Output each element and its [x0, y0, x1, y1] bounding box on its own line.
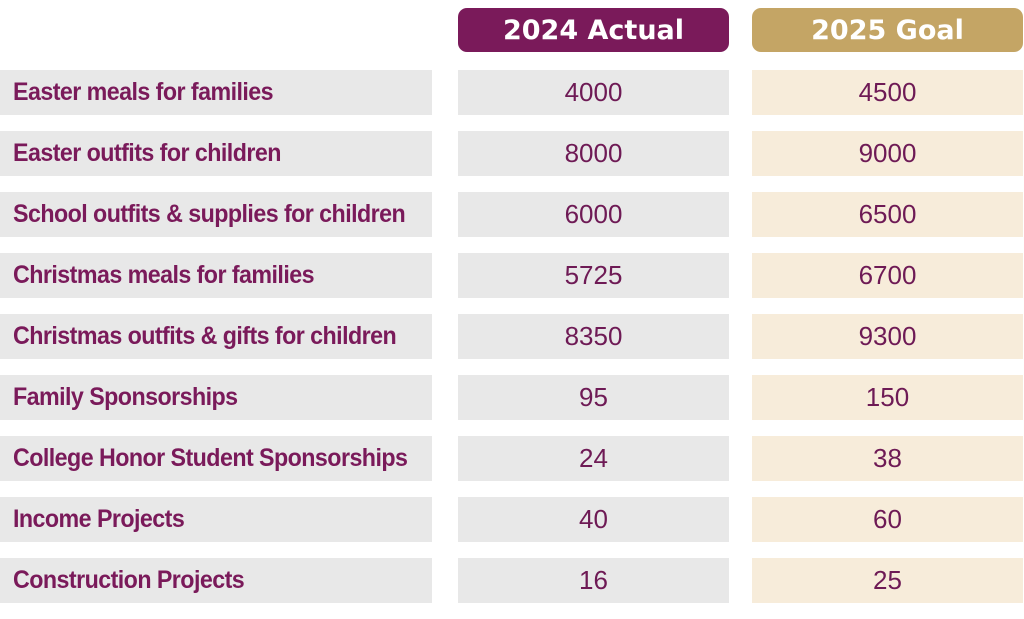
row-label: Family Sponsorships: [0, 375, 432, 420]
goal-value-cell: 25: [752, 558, 1023, 603]
row-label: School outfits & supplies for children: [0, 192, 432, 237]
table-row: Easter outfits for children 8000 9000: [0, 131, 1024, 176]
row-label-text: Family Sponsorships: [13, 383, 238, 411]
row-label-text: School outfits & supplies for children: [13, 200, 406, 228]
row-label: Income Projects: [0, 497, 432, 542]
column-header-2024-actual: 2024 Actual: [458, 8, 729, 52]
goal-value-cell: 6700: [752, 253, 1023, 298]
table-row: Construction Projects 16 25: [0, 558, 1024, 603]
row-label-text: Construction Projects: [13, 566, 245, 594]
goal-value-cell: 150: [752, 375, 1023, 420]
table-row: Income Projects 40 60: [0, 497, 1024, 542]
table-row: Christmas meals for families 5725 6700: [0, 253, 1024, 298]
actual-value-cell: 5725: [458, 253, 729, 298]
row-label: Christmas outfits & gifts for children: [0, 314, 432, 359]
goal-value-cell: 38: [752, 436, 1023, 481]
actual-value-cell: 6000: [458, 192, 729, 237]
actual-value-cell: 16: [458, 558, 729, 603]
actual-value-cell: 4000: [458, 70, 729, 115]
table-row: School outfits & supplies for children 60…: [0, 192, 1024, 237]
row-label-text: Easter meals for families: [13, 78, 274, 106]
table-row: Family Sponsorships 95 150: [0, 375, 1024, 420]
actual-value-cell: 40: [458, 497, 729, 542]
row-label: Easter meals for families: [0, 70, 432, 115]
row-label-text: Easter outfits for children: [13, 139, 281, 167]
goal-value-cell: 9000: [752, 131, 1023, 176]
row-label-text: College Honor Student Sponsorships: [13, 444, 408, 472]
row-label: Christmas meals for families: [0, 253, 432, 298]
row-label-text: Income Projects: [13, 505, 185, 533]
goal-value-cell: 60: [752, 497, 1023, 542]
goal-value-cell: 6500: [752, 192, 1023, 237]
actual-value-cell: 8000: [458, 131, 729, 176]
table-row: Easter meals for families 4000 4500: [0, 70, 1024, 115]
data-table: Easter meals for families 4000 4500 Easter …: [0, 70, 1024, 619]
row-label: College Honor Student Sponsorships: [0, 436, 432, 481]
row-label-text: Christmas meals for families: [13, 261, 315, 289]
goal-value-cell: 4500: [752, 70, 1023, 115]
row-label: Easter outfits for children: [0, 131, 432, 176]
actual-value-cell: 24: [458, 436, 729, 481]
actual-value-cell: 8350: [458, 314, 729, 359]
column-header-2025-goal: 2025 Goal: [752, 8, 1023, 52]
table-row: Christmas outfits & gifts for children 83…: [0, 314, 1024, 359]
row-label: Construction Projects: [0, 558, 432, 603]
goal-value-cell: 9300: [752, 314, 1023, 359]
row-label-text: Christmas outfits & gifts for children: [13, 322, 397, 350]
table-row: College Honor Student Sponsorships 24 38: [0, 436, 1024, 481]
actual-value-cell: 95: [458, 375, 729, 420]
